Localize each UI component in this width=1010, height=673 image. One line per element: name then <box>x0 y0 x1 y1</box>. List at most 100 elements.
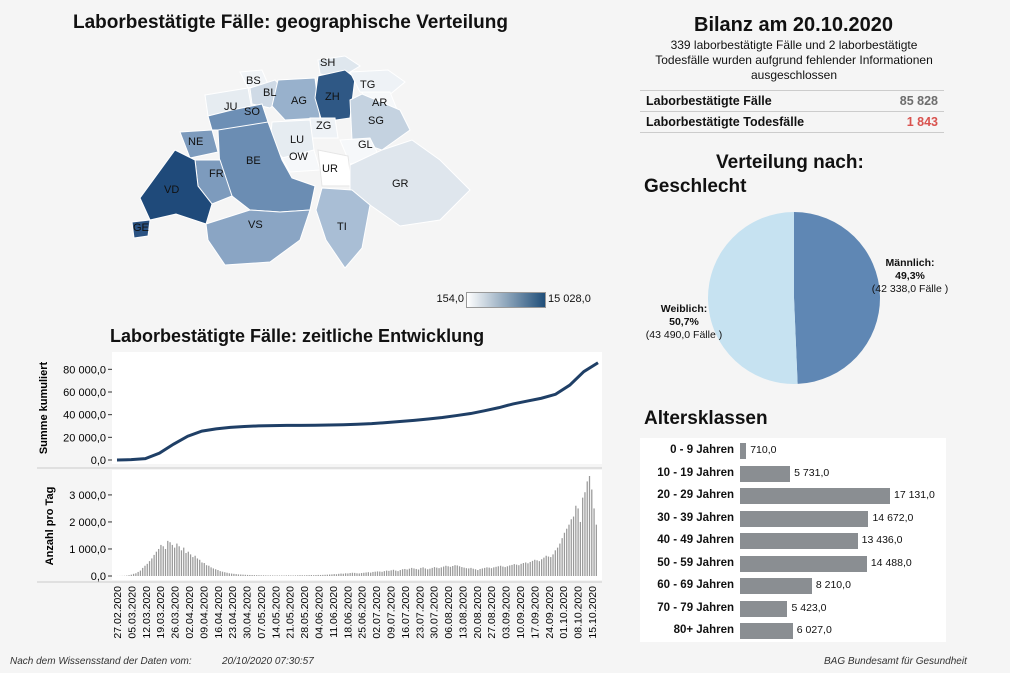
canton-label-lu: LU <box>290 134 304 146</box>
daily-bar <box>367 572 370 576</box>
date-label: 26.03.2020 <box>170 586 182 639</box>
canton-vd[interactable] <box>139 149 213 225</box>
daily-bar <box>518 565 520 576</box>
daily-bar <box>511 564 513 576</box>
daily-bar <box>550 557 552 576</box>
daily-plot-area <box>112 470 602 580</box>
daily-bar <box>215 569 217 576</box>
daily-bar <box>155 551 158 576</box>
daily-bar <box>474 569 477 576</box>
daily-bar <box>342 573 344 576</box>
daily-bar <box>433 567 436 576</box>
daily-bar <box>308 575 310 576</box>
date-label: 23.04.2020 <box>227 586 239 639</box>
canton-tg[interactable] <box>349 69 406 97</box>
canton-ti[interactable] <box>315 187 371 269</box>
daily-bar <box>285 575 287 576</box>
daily-bar <box>180 550 183 576</box>
date-label: 23.07.2020 <box>414 586 426 639</box>
daily-bar <box>486 567 488 576</box>
daily-bar <box>167 540 169 576</box>
daily-bar <box>447 566 449 576</box>
daily-bar <box>372 571 374 576</box>
daily-bar <box>442 566 445 576</box>
daily-bar <box>429 568 431 576</box>
canton-label-vs: VS <box>248 219 263 231</box>
daily-bar <box>374 571 376 576</box>
daily-bar <box>242 574 244 576</box>
daily-bar <box>591 489 593 576</box>
geschlecht-title: Geschlecht <box>644 176 747 197</box>
date-label: 10.09.2020 <box>515 586 527 639</box>
daily-bar <box>534 559 536 576</box>
footer-timestamp: 20/10/2020 07:30:57 <box>222 656 314 667</box>
daily-bar <box>438 568 440 576</box>
age-row: 60 - 69 Jahren 8 210,0 <box>640 575 946 597</box>
daily-bar <box>408 568 411 576</box>
daily-bar <box>559 543 561 576</box>
daily-bar <box>301 575 303 576</box>
footer-right: BAG Bundesamt für Gesundheit <box>824 656 967 667</box>
age-value-label: 14 672,0 <box>872 511 914 524</box>
canton-label-zg: ZG <box>316 120 331 132</box>
bilanz-deaths-value: 1 843 <box>906 115 938 129</box>
daily-bar <box>205 565 208 576</box>
pie-male-percent: 49,3% <box>895 270 925 282</box>
age-row: 10 - 19 Jahren 5 731,0 <box>640 463 946 485</box>
daily-bar <box>449 566 452 576</box>
daily-bar <box>563 532 566 576</box>
date-label: 20.08.2020 <box>472 586 484 639</box>
daily-bar <box>210 567 212 576</box>
daily-bar <box>144 565 146 576</box>
legend-max-label: 15 028,0 <box>548 293 591 305</box>
pie-female-count: (43 490,0 Fälle ) <box>645 329 723 341</box>
daily-bar <box>570 519 572 576</box>
daily-bar <box>203 563 205 576</box>
daily-bar <box>554 550 556 576</box>
daily-bar <box>219 571 221 576</box>
canton-vs[interactable] <box>205 209 311 266</box>
canton-zh[interactable] <box>314 69 356 123</box>
canton-label-ag: AG <box>291 95 307 107</box>
date-label: 07.05.2020 <box>256 586 268 639</box>
bilanz-cases-label: Laborbestätigte Fälle <box>646 94 772 108</box>
daily-bar <box>233 573 235 576</box>
daily-bar <box>162 546 164 576</box>
pie-male-count: (42 338,0 Fälle ) <box>871 283 949 295</box>
daily-bar <box>313 575 315 576</box>
verteilung-title: Verteilung nach: <box>716 152 864 173</box>
age-row: 30 - 39 Jahren 14 672,0 <box>640 508 946 530</box>
daily-bar <box>272 575 274 576</box>
canton-label-be: BE <box>246 155 261 167</box>
canton-ag[interactable] <box>271 77 321 121</box>
date-label: 15.10.2020 <box>587 586 599 639</box>
daily-bar <box>169 542 171 576</box>
date-label: 01.10.2020 <box>558 586 570 639</box>
daily-bar <box>164 548 167 576</box>
age-bar <box>740 510 869 527</box>
canton-ge[interactable] <box>131 219 151 239</box>
daily-bar <box>541 559 543 576</box>
daily-bar <box>276 575 278 576</box>
canton-ne[interactable] <box>179 129 219 159</box>
date-label: 24.09.2020 <box>544 586 556 639</box>
age-value-label: 5 731,0 <box>794 466 830 479</box>
date-label: 02.07.2020 <box>371 586 383 639</box>
daily-bar <box>228 573 230 576</box>
age-bar <box>740 488 890 504</box>
daily-bar <box>543 557 545 576</box>
daily-tick-label: 2 000,0 <box>69 517 106 529</box>
daily-bar <box>470 567 472 576</box>
daily-bar <box>148 561 151 576</box>
daily-bar <box>561 538 563 576</box>
canton-label-ju: JU <box>224 101 238 113</box>
age-bar <box>740 443 747 459</box>
daily-tick-label: 3 000,0 <box>69 490 106 502</box>
daily-bar <box>153 554 155 576</box>
daily-bar <box>552 554 554 576</box>
gender-pie-chart <box>707 212 880 384</box>
date-label: 05.03.2020 <box>126 586 138 639</box>
date-label: 09.04.2020 <box>198 586 210 639</box>
daily-bar <box>584 492 586 576</box>
